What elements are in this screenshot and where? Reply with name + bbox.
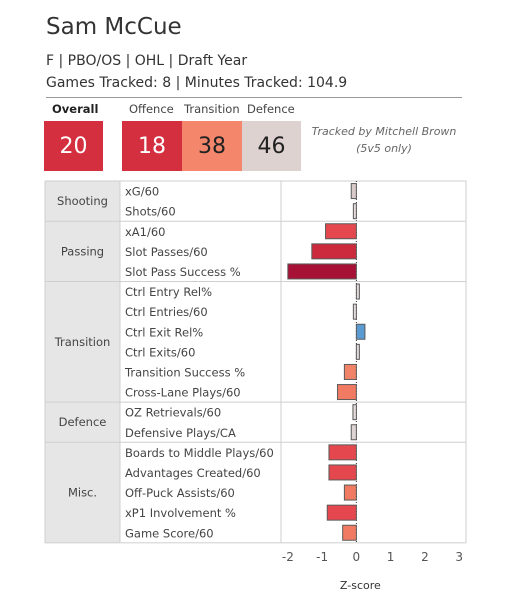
bar	[355, 283, 360, 300]
metric-label: Shots/60	[125, 205, 176, 219]
group-label: Passing	[61, 244, 104, 258]
metric-label: Off-Puck Assists/60	[125, 486, 235, 500]
defence-score-box: 46	[242, 121, 301, 171]
bar	[343, 363, 357, 380]
group-band	[45, 221, 120, 282]
metric-label: xA1/60	[125, 225, 166, 239]
group-band	[45, 442, 120, 543]
x-tick-label: 3	[455, 550, 463, 564]
metric-label: Cross-Lane Plays/60	[125, 386, 241, 400]
group-label: Defence	[59, 415, 107, 429]
metric-label: Ctrl Entries/60	[125, 305, 208, 319]
metric-label: xG/60	[125, 185, 159, 199]
metric-label: OZ Retrievals/60	[125, 406, 221, 420]
x-tick-label: 2	[421, 550, 429, 564]
x-tick-label: 1	[387, 550, 395, 564]
bar	[352, 404, 357, 421]
metric-label: Slot Pass Success %	[125, 265, 241, 279]
bar	[325, 223, 357, 240]
player-info: F | PBO/OS | OHL | Draft Year	[46, 53, 248, 69]
metric-label: Slot Passes/60	[125, 245, 208, 259]
bar	[328, 464, 357, 481]
group-band	[45, 181, 120, 222]
bar	[352, 303, 357, 320]
bar	[355, 323, 366, 340]
group-band	[45, 402, 120, 443]
metric-label: Ctrl Exit Rel%	[125, 325, 203, 339]
bar	[337, 384, 357, 401]
x-tick-label: -2	[282, 550, 294, 564]
metric-label: Ctrl Exits/60	[125, 345, 195, 359]
metric-label: Advantages Created/60	[125, 466, 261, 480]
overall-score-box: 20	[44, 121, 103, 171]
offence-label: Offence	[129, 102, 174, 116]
tracked-by-note: Tracked by Mitchell Brown (5v5 only)	[300, 123, 468, 157]
bar	[328, 444, 357, 461]
group-band	[45, 281, 120, 403]
header-divider	[46, 97, 462, 98]
metric-label: Ctrl Entry Rel%	[125, 285, 212, 299]
chart-frame	[44, 180, 467, 544]
player-name: Sam McCue	[46, 14, 182, 40]
transition-label: Transition	[184, 102, 240, 116]
x-tick-label: -1	[316, 550, 328, 564]
offence-score-box: 18	[122, 121, 182, 171]
metric-label: Transition Success %	[124, 365, 245, 379]
tracked-summary: Games Tracked: 8 | Minutes Tracked: 104.…	[46, 75, 348, 91]
tracked-by-line: Tracked by Mitchell Brown	[311, 125, 457, 138]
bar	[326, 504, 357, 521]
bar	[342, 524, 357, 541]
bar	[355, 343, 360, 360]
bar	[311, 243, 357, 260]
metric-label: Game Score/60	[125, 526, 214, 540]
group-label: Shooting	[57, 194, 108, 208]
metric-label: Defensive Plays/CA	[125, 426, 236, 440]
bar	[350, 424, 357, 441]
group-label: Misc.	[68, 486, 97, 500]
transition-score-box: 38	[182, 121, 242, 171]
x-tick-label: 0	[353, 550, 361, 564]
bar	[287, 263, 357, 280]
scope-line: (5v5 only)	[356, 142, 412, 155]
bar	[350, 183, 357, 200]
x-axis-title: Z-score	[340, 579, 381, 592]
metric-label: xP1 Involvement %	[125, 506, 236, 520]
overall-label: Overall	[52, 102, 99, 116]
bar	[343, 484, 357, 501]
defence-label: Defence	[247, 102, 295, 116]
metric-label: Boards to Middle Plays/60	[125, 446, 274, 460]
bar	[352, 203, 357, 220]
group-label: Transition	[54, 335, 111, 349]
